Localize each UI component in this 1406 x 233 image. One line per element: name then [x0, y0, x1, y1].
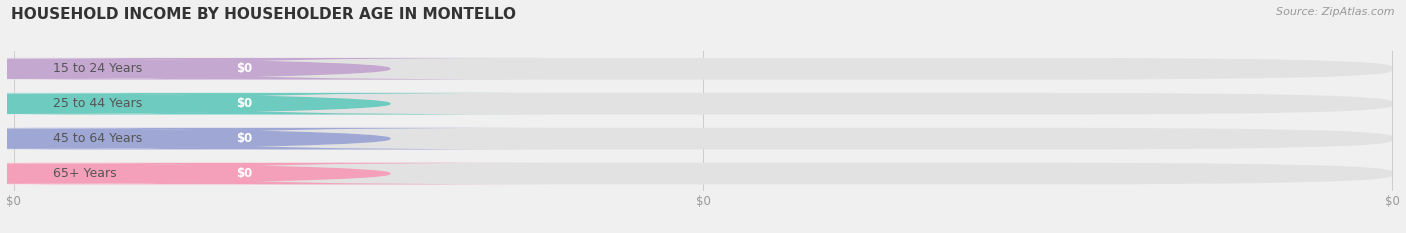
FancyBboxPatch shape	[0, 128, 547, 150]
Text: $0: $0	[236, 62, 252, 75]
FancyBboxPatch shape	[0, 163, 547, 185]
FancyBboxPatch shape	[14, 128, 1392, 150]
Text: 45 to 64 Years: 45 to 64 Years	[52, 132, 142, 145]
FancyBboxPatch shape	[0, 58, 547, 80]
FancyBboxPatch shape	[0, 163, 359, 185]
Text: Source: ZipAtlas.com: Source: ZipAtlas.com	[1277, 7, 1395, 17]
FancyBboxPatch shape	[14, 93, 1392, 115]
Circle shape	[0, 129, 389, 148]
Circle shape	[0, 164, 389, 183]
Text: $0: $0	[236, 167, 252, 180]
Circle shape	[0, 59, 389, 78]
FancyBboxPatch shape	[14, 58, 1392, 80]
FancyBboxPatch shape	[0, 93, 359, 115]
Text: 65+ Years: 65+ Years	[52, 167, 117, 180]
FancyBboxPatch shape	[0, 93, 547, 115]
Circle shape	[0, 94, 389, 113]
Text: HOUSEHOLD INCOME BY HOUSEHOLDER AGE IN MONTELLO: HOUSEHOLD INCOME BY HOUSEHOLDER AGE IN M…	[11, 7, 516, 22]
FancyBboxPatch shape	[0, 58, 359, 80]
FancyBboxPatch shape	[0, 128, 359, 150]
Text: $0: $0	[236, 97, 252, 110]
Text: $0: $0	[236, 132, 252, 145]
Text: 15 to 24 Years: 15 to 24 Years	[52, 62, 142, 75]
Text: 25 to 44 Years: 25 to 44 Years	[52, 97, 142, 110]
FancyBboxPatch shape	[14, 163, 1392, 185]
